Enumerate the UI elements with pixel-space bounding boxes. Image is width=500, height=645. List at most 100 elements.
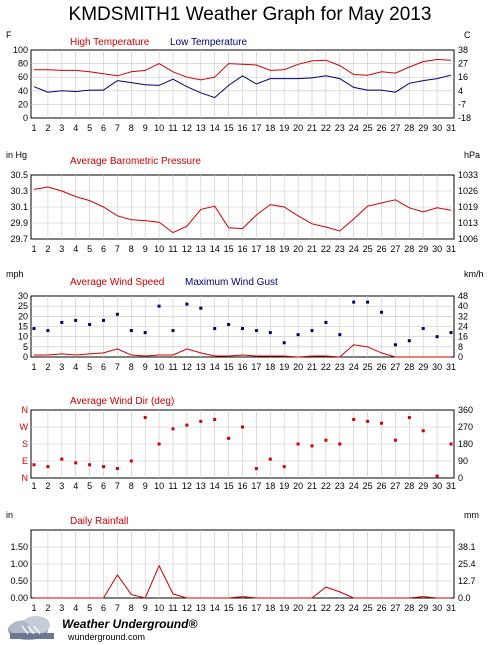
y-tick-left: 25 bbox=[18, 301, 28, 311]
legend-entry: Maximum Wind Gust bbox=[185, 277, 278, 288]
y-tick-right: 270 bbox=[458, 422, 473, 432]
x-tick-day: 3 bbox=[59, 481, 64, 491]
x-tick-day: 27 bbox=[390, 244, 400, 254]
x-tick-day: 7 bbox=[115, 362, 120, 372]
data-point bbox=[60, 457, 64, 461]
x-tick-day: 26 bbox=[376, 603, 386, 613]
x-tick-day: 29 bbox=[418, 362, 428, 372]
x-tick-day: 19 bbox=[279, 362, 289, 372]
x-tick-day: 4 bbox=[73, 362, 78, 372]
y-tick-right: 27 bbox=[458, 59, 468, 69]
data-point bbox=[407, 339, 411, 343]
x-tick-day: 21 bbox=[307, 603, 317, 613]
x-tick-day: 16 bbox=[237, 481, 247, 491]
x-tick-day: 12 bbox=[182, 123, 192, 133]
x-tick-day: 29 bbox=[418, 481, 428, 491]
x-tick-day: 22 bbox=[321, 244, 331, 254]
x-tick-day: 29 bbox=[418, 244, 428, 254]
x-tick-day: 16 bbox=[237, 244, 247, 254]
y-tick-left: 1.50 bbox=[10, 542, 28, 552]
x-tick-day: 25 bbox=[363, 123, 373, 133]
y-tick-right: 90 bbox=[458, 456, 468, 466]
x-tick-day: 12 bbox=[182, 362, 192, 372]
x-tick-day: 17 bbox=[251, 362, 261, 372]
x-tick-day: 28 bbox=[404, 123, 414, 133]
x-tick-day: 4 bbox=[73, 244, 78, 254]
data-point bbox=[241, 425, 244, 429]
x-tick-day: 6 bbox=[101, 362, 106, 372]
x-tick-day: 6 bbox=[101, 123, 106, 133]
y-tick-right: 8 bbox=[458, 342, 463, 352]
x-tick-day: 3 bbox=[59, 123, 64, 133]
data-point bbox=[74, 461, 78, 465]
series-2 bbox=[33, 74, 452, 99]
y-unit-right: C bbox=[464, 30, 471, 40]
data-point bbox=[254, 329, 258, 333]
x-tick-day: 17 bbox=[251, 244, 261, 254]
x-tick-day: 31 bbox=[446, 481, 456, 491]
series-1 bbox=[33, 344, 452, 358]
y-unit-right: km/h bbox=[464, 269, 484, 279]
x-tick-day: 8 bbox=[129, 244, 134, 254]
data-point bbox=[115, 312, 119, 316]
x-tick-day: 13 bbox=[196, 123, 206, 133]
data-point bbox=[352, 417, 356, 421]
x-tick-day: 9 bbox=[143, 244, 148, 254]
x-tick-day: 2 bbox=[45, 481, 50, 491]
x-tick-day: 9 bbox=[143, 123, 148, 133]
y-tick-left: 80 bbox=[18, 59, 28, 69]
x-tick-day: 14 bbox=[210, 603, 220, 613]
x-tick-day: 23 bbox=[335, 481, 345, 491]
y-tick-left: 60 bbox=[18, 72, 28, 82]
x-tick-day: 28 bbox=[404, 362, 414, 372]
x-tick-day: 29 bbox=[418, 123, 428, 133]
legend-entry: Low Temperature bbox=[170, 37, 248, 48]
y-tick-left: 20 bbox=[18, 311, 28, 321]
x-tick-day: 4 bbox=[73, 603, 78, 613]
data-point bbox=[102, 465, 105, 469]
x-tick-day: 7 bbox=[115, 244, 120, 254]
series-1 bbox=[33, 186, 452, 234]
y-tick-left: 29.7 bbox=[10, 234, 28, 244]
x-tick-day: 2 bbox=[45, 362, 50, 372]
data-point bbox=[380, 310, 383, 314]
data-point bbox=[254, 467, 258, 471]
x-tick-day: 22 bbox=[321, 481, 331, 491]
x-tick-day: 23 bbox=[335, 244, 345, 254]
x-tick-day: 30 bbox=[432, 481, 442, 491]
x-tick-day: 31 bbox=[446, 244, 456, 254]
cloud-logo-icon bbox=[8, 616, 54, 640]
x-tick-day: 13 bbox=[196, 244, 206, 254]
series-line bbox=[34, 344, 451, 358]
x-tick-day: 31 bbox=[446, 603, 456, 613]
y-tick-right: -18 bbox=[458, 113, 471, 123]
x-tick-day: 16 bbox=[237, 123, 247, 133]
x-tick-day: 5 bbox=[87, 603, 92, 613]
y-unit-left: F bbox=[6, 30, 12, 40]
data-point bbox=[296, 442, 300, 446]
data-point bbox=[143, 331, 147, 335]
x-tick-day: 2 bbox=[45, 244, 50, 254]
y-tick-right: -7 bbox=[458, 99, 466, 109]
x-tick-day: 30 bbox=[432, 123, 442, 133]
x-tick-day: 10 bbox=[154, 123, 164, 133]
x-tick-day: 31 bbox=[446, 123, 456, 133]
y-tick-right: 0.0 bbox=[458, 593, 471, 603]
x-tick-day: 24 bbox=[349, 362, 359, 372]
x-tick-day: 19 bbox=[279, 123, 289, 133]
data-point bbox=[129, 329, 133, 333]
data-point bbox=[213, 417, 217, 421]
x-tick-day: 17 bbox=[251, 603, 261, 613]
x-tick-day: 24 bbox=[349, 603, 359, 613]
y-tick-left: 1.00 bbox=[10, 559, 28, 569]
x-tick-day: 15 bbox=[224, 603, 234, 613]
x-tick-day: 23 bbox=[335, 603, 345, 613]
data-point bbox=[435, 474, 439, 478]
x-tick-day: 27 bbox=[390, 123, 400, 133]
x-tick-day: 17 bbox=[251, 481, 261, 491]
y-tick-right: 0 bbox=[458, 352, 463, 362]
data-point bbox=[310, 329, 314, 333]
